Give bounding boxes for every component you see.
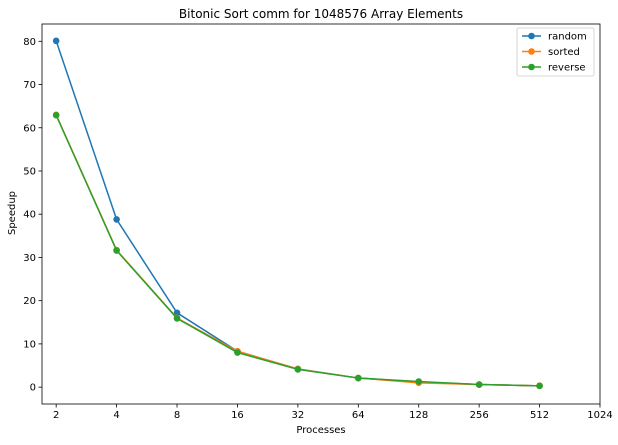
legend-marker-random — [528, 32, 535, 40]
data-point-reverse — [234, 349, 241, 356]
legend-box — [516, 27, 595, 77]
legend-label-sorted: sorted — [548, 47, 580, 58]
x-tick-label: 64 — [352, 410, 365, 421]
data-point-reverse — [475, 381, 483, 388]
x-tick-label: 32 — [292, 410, 305, 421]
data-point-random — [52, 37, 60, 45]
x-tick-label: 1024 — [587, 410, 612, 421]
data-point-reverse — [52, 111, 60, 119]
data-point-reverse — [113, 247, 120, 254]
x-tick-label: 8 — [174, 410, 180, 421]
legend: random sorted reverse — [516, 27, 595, 77]
legend-marker-reverse — [528, 63, 535, 71]
y-tick-label: 60 — [23, 123, 36, 134]
y-tick-label: 50 — [23, 166, 36, 177]
y-tick-label: 20 — [23, 296, 36, 307]
legend-label-reverse: reverse — [548, 63, 586, 74]
x-tick-label: 4 — [113, 410, 119, 421]
data-point-random — [113, 216, 120, 223]
data-point-reverse — [294, 366, 302, 373]
legend-marker-sorted — [528, 48, 535, 55]
plot-area: 2 4 8 16 32 64 128 256 512 1024 0 10 20 30 40 50 60 70 80 — [23, 23, 613, 421]
data-point-reverse — [415, 378, 423, 385]
data-point-reverse — [354, 374, 362, 382]
data-point-reverse — [173, 315, 181, 322]
legend-label-random: random — [548, 32, 587, 43]
x-tick-label: 128 — [409, 410, 428, 421]
x-tick-label: 16 — [231, 410, 244, 421]
y-tick-label: 40 — [23, 210, 36, 221]
x-tick-label: 2 — [53, 410, 59, 421]
data-point-reverse — [536, 382, 543, 390]
data-point-random — [173, 309, 181, 317]
x-tick-label: 512 — [530, 410, 549, 421]
y-tick-label: 70 — [23, 80, 36, 91]
x-tick-label: 256 — [470, 410, 489, 421]
y-axis-label: Speedup — [7, 191, 18, 235]
y-tick-label: 30 — [23, 253, 36, 264]
chart-title: Bitonic Sort comm for 1048576 Array Elem… — [179, 7, 463, 21]
x-axis-label: Processes — [296, 425, 345, 436]
y-tick-label: 10 — [23, 339, 36, 350]
y-tick-label: 80 — [23, 37, 36, 48]
y-tick-label: 0 — [30, 383, 36, 394]
